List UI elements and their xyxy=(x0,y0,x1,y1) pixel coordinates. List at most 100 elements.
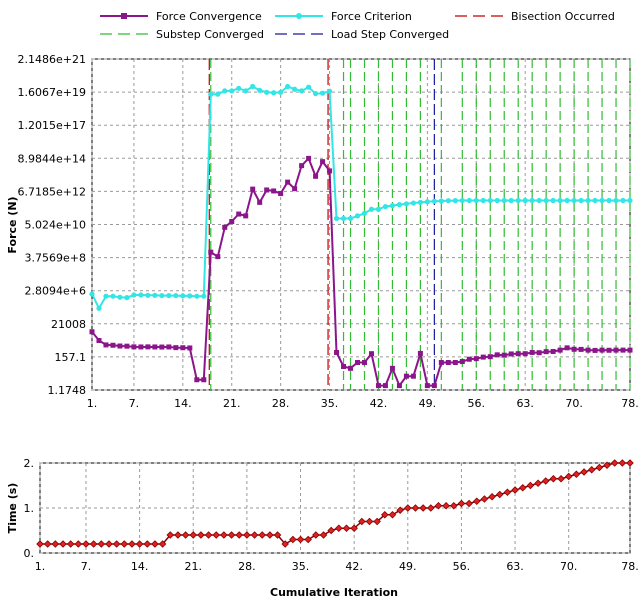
force-criterion-point xyxy=(201,293,207,299)
time-point xyxy=(396,506,404,515)
force-convergence-point xyxy=(306,155,312,161)
force-convergence-point xyxy=(501,352,507,358)
time-point xyxy=(212,531,220,539)
force-criterion-point xyxy=(180,293,186,299)
force-y-tick-label: 1.2015e+17 xyxy=(18,119,86,132)
force-convergence-point xyxy=(620,347,626,353)
force-criterion-point xyxy=(382,203,389,210)
legend-label: Substep Converged xyxy=(156,28,264,41)
force-x-tick-label: 35. xyxy=(321,397,339,410)
force-convergence-point xyxy=(466,356,472,362)
time-point xyxy=(296,535,305,544)
force-y-tick-label: 3.7569e+8 xyxy=(25,252,86,265)
time-point xyxy=(197,531,205,539)
force-criterion-point xyxy=(452,198,458,204)
time-point xyxy=(43,540,52,548)
time-point xyxy=(319,531,328,539)
force-convergence-point xyxy=(327,168,333,174)
time-grid xyxy=(39,462,631,554)
time-point xyxy=(626,459,634,467)
force-x-tick-label: 28. xyxy=(272,397,290,410)
time-point xyxy=(472,497,481,506)
force-y-tick-labels: 2.1486e+21 1.6067e+19 1.2015e+17 8.9844e+14… xyxy=(18,53,86,397)
force-convergence-point xyxy=(592,347,598,353)
force-criterion-point xyxy=(396,202,403,208)
time-point xyxy=(304,535,312,544)
legend-swatch-marker xyxy=(296,13,302,19)
force-criterion-point xyxy=(620,197,626,204)
time-x-tick-label: 14. xyxy=(131,560,149,573)
time-point xyxy=(442,501,450,510)
force-criterion-point xyxy=(110,293,116,299)
force-series xyxy=(89,83,633,389)
force-criterion-point xyxy=(403,201,410,207)
force-convergence-point xyxy=(375,383,381,389)
force-convergence-point xyxy=(222,224,228,230)
time-point xyxy=(434,501,443,510)
force-convergence-point xyxy=(313,173,319,179)
force-convergence-point xyxy=(334,349,340,355)
force-y-tick-label: 8.9844e+14 xyxy=(18,152,86,165)
force-criterion-point xyxy=(571,197,577,204)
time-point xyxy=(174,531,182,539)
time-point xyxy=(564,472,573,481)
force-criterion-point xyxy=(124,295,130,301)
force-criterion-point xyxy=(515,197,521,204)
force-y-tick-label: 2.8094e+6 xyxy=(25,285,86,298)
force-convergence-point xyxy=(410,373,416,379)
time-point xyxy=(74,540,83,548)
force-x-tick-label: 7. xyxy=(129,397,140,410)
force-x-tick-label: 70. xyxy=(565,397,583,410)
force-criterion-point xyxy=(271,90,277,96)
time-y-tick-label: 0. xyxy=(24,547,35,560)
force-convergence-point xyxy=(110,342,116,348)
force-convergence-point xyxy=(389,365,395,371)
force-criterion-point xyxy=(592,197,598,204)
force-convergence-point xyxy=(320,159,326,165)
time-point xyxy=(465,499,473,508)
force-x-tick-label: 14. xyxy=(174,397,192,410)
force-criterion-point xyxy=(312,91,319,97)
force-criterion-point xyxy=(410,200,417,206)
force-convergence-point xyxy=(396,383,402,389)
force-criterion-point xyxy=(522,197,528,204)
force-criterion-point xyxy=(529,197,535,204)
time-point xyxy=(220,531,228,539)
force-criterion-point xyxy=(96,305,102,311)
force-convergence-point xyxy=(292,186,298,192)
time-point xyxy=(51,540,60,548)
force-convergence-point xyxy=(627,347,633,353)
time-point xyxy=(227,531,236,539)
force-criterion-point xyxy=(417,199,423,205)
force-x-tick-label: 1. xyxy=(87,397,98,410)
time-point xyxy=(618,459,627,467)
time-x-tick-label: 63. xyxy=(506,560,524,573)
time-point xyxy=(66,540,75,548)
time-point xyxy=(511,486,519,494)
force-criterion-point xyxy=(613,197,619,204)
force-criterion-point xyxy=(508,197,514,204)
force-convergence-point xyxy=(264,187,270,193)
force-criterion-point xyxy=(480,197,486,204)
force-convergence-point xyxy=(250,186,256,192)
force-convergence-point xyxy=(487,354,493,360)
force-criterion-point xyxy=(606,197,612,204)
force-criterion-point xyxy=(340,215,347,222)
force-convergence-point xyxy=(445,360,451,366)
force-convergence-point xyxy=(159,344,165,350)
time-point xyxy=(289,535,297,544)
force-convergence-point xyxy=(382,383,388,389)
force-convergence-point xyxy=(403,373,409,379)
force-criterion-point xyxy=(208,91,214,97)
force-criterion-point xyxy=(431,198,437,204)
time-point xyxy=(59,540,67,548)
time-point xyxy=(603,461,611,470)
time-point xyxy=(518,483,527,492)
force-criterion-point xyxy=(361,210,368,216)
force-convergence-point xyxy=(355,360,361,366)
time-point xyxy=(526,481,535,490)
force-criterion-point xyxy=(152,292,158,298)
time-series xyxy=(36,459,634,548)
force-x-tick-label: 63. xyxy=(516,397,534,410)
time-point xyxy=(135,540,144,548)
